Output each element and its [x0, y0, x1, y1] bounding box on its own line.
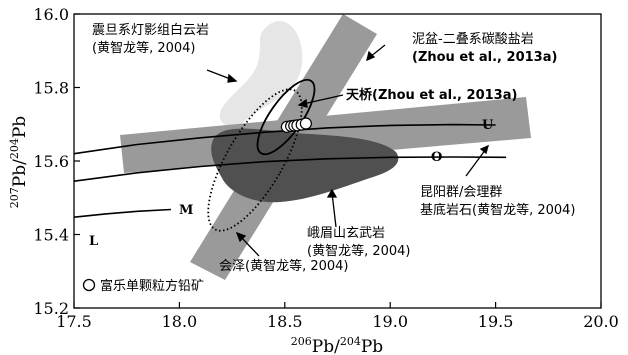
leader-basement — [465, 148, 487, 177]
x-axis-title: 206Pb/204Pb — [291, 335, 384, 355]
label-carbonate-line2: (Zhou et al., 2013a) — [412, 50, 557, 65]
leader-dengying-arrow — [227, 73, 238, 83]
x-tick-label: 20.0 — [583, 312, 619, 331]
label-huize: 会泽(黄智龙等, 2004) — [219, 258, 349, 274]
y-tick-label: 15.8 — [33, 79, 69, 98]
region-huize-ellipse — [207, 88, 303, 232]
label-basement-line2: 基底岩石(黄智龙等, 2004) — [420, 202, 576, 218]
y-tick-label: 15.2 — [33, 299, 69, 318]
leader-huize-arrow — [235, 231, 247, 243]
leader-basement-arrow — [479, 144, 490, 155]
y-tick-label: 15.4 — [33, 226, 69, 245]
axis-ticks: 17.5 18.0 18.5 19.0 19.5 20.0 15.2 15.4 15.6 15.8… — [33, 5, 618, 331]
galena-points — [280, 117, 312, 133]
leader-emeishan-arrow — [326, 188, 338, 198]
curve-o — [73, 156, 507, 182]
data-point — [299, 117, 312, 130]
region-dengying-dolomite — [219, 21, 303, 127]
leader-carbonate-arrow — [366, 50, 376, 62]
curve-label-o: O — [431, 150, 442, 165]
label-emeishan-line2: (黄智龙等, 2004) — [307, 243, 411, 259]
curve-label-u: U — [482, 118, 494, 133]
label-tianqiao: 天桥(Zhou et al., 2013a) — [346, 87, 517, 103]
curve-label-l: L — [89, 234, 98, 249]
leader-lines — [206, 44, 490, 257]
x-tick-label: 19.5 — [478, 312, 514, 331]
curve-m — [73, 208, 172, 218]
x-tick-label: 17.5 — [56, 312, 92, 331]
y-axis-title: 207Pb/204Pb — [8, 116, 30, 209]
legend-marker — [82, 278, 96, 292]
legend: 富乐单颗粒方铅矿 — [82, 278, 204, 294]
legend-label: 富乐单颗粒方铅矿 — [100, 278, 204, 294]
leader-tianqiao — [302, 94, 344, 105]
regions-layer — [120, 14, 531, 280]
leader-emeishan — [331, 192, 337, 228]
curve-label-m: M — [179, 203, 193, 218]
x-tick-label: 18.5 — [267, 312, 303, 331]
x-tick-label: 18.0 — [162, 312, 198, 331]
leader-huize — [239, 235, 260, 257]
leader-tianqiao-arrow — [297, 98, 308, 108]
label-emeishan-line1: 峨眉山玄武岩 — [307, 226, 385, 241]
label-dengying-line2: (黄智龙等, 2004) — [92, 40, 196, 56]
y-tick-label: 15.6 — [33, 152, 69, 171]
y-tick-label: 16.0 — [33, 5, 69, 24]
label-basement-line1: 昆阳群/会理群 — [420, 185, 502, 200]
label-carbonate-line1: 泥盆-二叠系碳酸盐岩 — [412, 32, 534, 47]
label-dengying-line1: 震旦系灯影组白云岩 — [92, 22, 209, 38]
x-tick-label: 19.0 — [372, 312, 408, 331]
